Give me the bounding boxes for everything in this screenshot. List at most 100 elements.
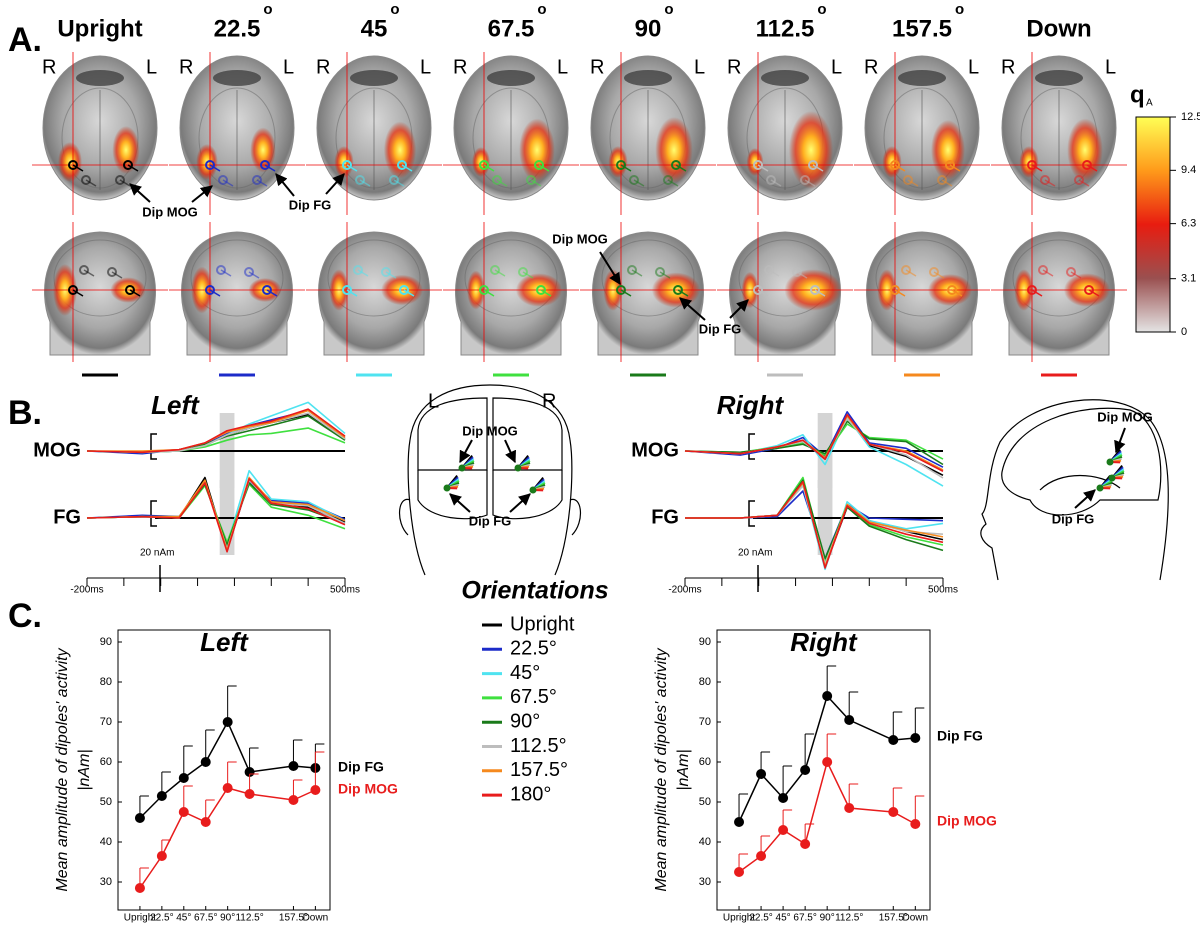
- activation: [112, 126, 140, 174]
- dipole-tail: [522, 271, 534, 279]
- dipole-tail: [659, 271, 671, 279]
- annotation-arrow: [599, 251, 621, 286]
- dipole-tail: [496, 179, 508, 187]
- axial-slice: [717, 52, 853, 215]
- annotation: Dip FG: [699, 321, 742, 336]
- dipole-tail: [1044, 179, 1056, 187]
- dipole-tail: [675, 164, 687, 172]
- annotation: Dip FG: [289, 197, 332, 212]
- dipole-tail: [119, 179, 131, 187]
- axial-slice: [169, 52, 305, 215]
- dipole: [1084, 285, 1094, 295]
- colorbar-tick-label: 9.4: [1181, 164, 1196, 176]
- dipole-tail: [905, 269, 917, 277]
- row-label: MOG: [33, 439, 81, 461]
- dipole-tail: [209, 164, 221, 172]
- x-tick-label: 90°: [220, 913, 235, 924]
- legend-title: Orientations: [461, 577, 608, 605]
- dipole: [629, 175, 639, 185]
- data-point: [734, 817, 745, 827]
- colorbar: [1135, 116, 1171, 333]
- plot-frame: [716, 629, 931, 911]
- head-side-label: L: [428, 390, 439, 412]
- dipole: [1038, 265, 1048, 275]
- head: [866, 231, 978, 356]
- dipole: [492, 175, 502, 185]
- scale-bar-label: 20 nAm: [738, 548, 772, 559]
- x-tick-label: 45°: [776, 913, 791, 924]
- axial-slice: [580, 52, 716, 215]
- waveform: [86, 478, 346, 553]
- annotation: Dip MOG: [552, 231, 608, 246]
- x-tick-label: Upright: [723, 913, 755, 924]
- dipole-tail: [620, 289, 632, 297]
- x-tick-label: 157.5°: [879, 913, 908, 924]
- x-tick-label: 90°: [820, 913, 835, 924]
- activation: [655, 117, 693, 183]
- data-point: [756, 769, 767, 779]
- side-label: L: [557, 56, 568, 78]
- y-tick-label: 80: [100, 676, 112, 688]
- brain-detail: [464, 239, 558, 317]
- dipole: [753, 285, 763, 295]
- row-label: MOG: [631, 439, 679, 461]
- x-tick-label: 22.5°: [150, 913, 173, 924]
- dipole: [355, 175, 365, 185]
- colorbar-title: q: [1130, 81, 1145, 108]
- y-tick-label: 60: [699, 756, 711, 768]
- dipole-tail: [796, 271, 808, 279]
- data-point: [822, 757, 833, 767]
- dipole: [929, 267, 939, 277]
- dipole-tail: [620, 164, 632, 172]
- waveform: [86, 408, 346, 454]
- dipole-tail: [72, 164, 84, 172]
- y-axis-unit: |nAm|: [675, 749, 692, 790]
- data-point: [134, 813, 145, 823]
- dipole-tail: [677, 289, 689, 297]
- annotation: Dip MOG: [462, 423, 518, 438]
- column-header: 90: [635, 15, 662, 42]
- dipole: [526, 175, 536, 185]
- x-tick-label: 67.5°: [793, 913, 816, 924]
- annotation-arrow: [191, 185, 213, 203]
- plot-frame: [117, 629, 331, 911]
- dipole-tail: [1042, 269, 1054, 277]
- dipole: [81, 175, 91, 185]
- colorbar-subscript: A: [1146, 98, 1153, 109]
- dipole: [673, 285, 683, 295]
- x-tick-label: Down: [303, 913, 329, 924]
- degree-mark: o: [263, 1, 272, 18]
- activation: [383, 121, 417, 179]
- panel-label: C.: [8, 597, 42, 635]
- head: [181, 231, 293, 356]
- dipole: [663, 175, 673, 185]
- side-label: R: [453, 56, 467, 78]
- dipole: [514, 464, 522, 472]
- bracket: [150, 433, 157, 460]
- bracket: [150, 500, 157, 527]
- annotation: Dip MOG: [1097, 409, 1153, 424]
- data-point: [178, 807, 189, 817]
- dipole: [68, 285, 78, 295]
- dipole: [1074, 175, 1084, 185]
- data-point: [134, 883, 145, 893]
- series-label: Dip MOG: [338, 781, 398, 797]
- dipole-tail: [385, 271, 397, 279]
- dipole-tail: [209, 289, 221, 297]
- side-label: L: [831, 56, 842, 78]
- side-label: L: [420, 56, 431, 78]
- dipole: [389, 175, 399, 185]
- data-point: [222, 717, 233, 727]
- data-point: [288, 795, 299, 805]
- panel-label: B.: [8, 394, 42, 432]
- series-line: [738, 694, 916, 823]
- y-axis-label: Mean amplitude of dipoles' activity: [54, 647, 71, 891]
- data-point: [844, 803, 855, 813]
- dipole: [443, 484, 451, 492]
- axial-slice: [306, 52, 442, 215]
- dipole-tail: [483, 289, 495, 297]
- dipole: [490, 265, 500, 275]
- y-tick-label: 30: [699, 876, 711, 888]
- dipole: [1108, 474, 1116, 482]
- dipole-tail: [1086, 164, 1098, 172]
